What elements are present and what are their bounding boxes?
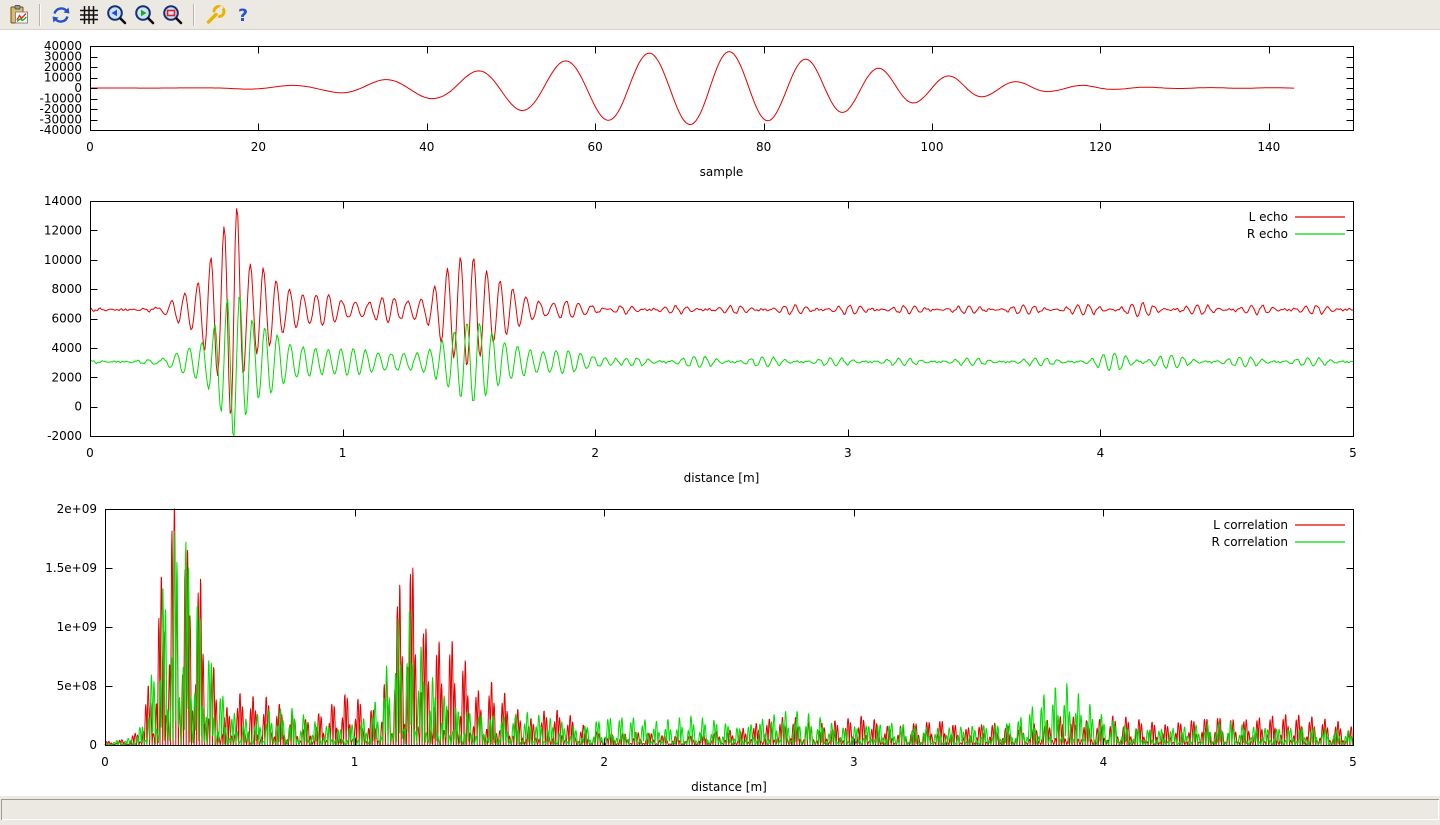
toolbar-separator	[193, 3, 195, 26]
series-pulse	[90, 51, 1295, 126]
x-axis-label: distance [m]	[684, 471, 760, 485]
x-tick-label: 0	[86, 446, 94, 460]
x-tick-label: 1	[351, 755, 359, 769]
autoscale-icon	[163, 4, 183, 24]
x-axis-label: distance [m]	[691, 780, 767, 794]
help-button[interactable]: ?	[229, 2, 257, 28]
replot-button[interactable]	[47, 2, 75, 28]
grid-icon	[80, 5, 98, 24]
x-tick-label: 3	[844, 446, 852, 460]
y-tick-label: 5e+08	[57, 679, 97, 693]
y-tick-label: 6000	[51, 312, 82, 326]
y-tick-label: -20000	[39, 102, 82, 116]
y-tick-label: 1e+09	[57, 620, 97, 634]
copy-to-clipboard-button[interactable]	[5, 2, 33, 28]
zoom-previous-button[interactable]	[103, 2, 131, 28]
replot-icon	[52, 6, 70, 23]
x-tick-label: 60	[588, 140, 603, 154]
y-tick-label: 2e+09	[57, 502, 97, 516]
help-icon: ?	[238, 6, 248, 26]
series-r-echo	[89, 296, 1354, 437]
y-tick-label: 8000	[51, 282, 82, 296]
zoom-next-icon	[135, 4, 155, 24]
y-tick-label: 4000	[51, 341, 82, 355]
autoscale-button[interactable]	[159, 2, 187, 28]
y-tick-label: 30000	[44, 50, 82, 64]
x-axis-label: sample	[700, 165, 744, 179]
toolbar-separator	[39, 3, 41, 26]
chart-svg: 2e+09 1.5e+09 1e+09 5e+08 00 1 2 3 4 5 distance [m…	[45, 502, 1357, 794]
x-tick-label: 2	[591, 446, 599, 460]
series-r-correlation	[104, 530, 1354, 746]
x-tick-label: 4	[1100, 755, 1108, 769]
copy-to-clipboard-icon	[10, 4, 28, 23]
chart-svg: 400003000020000100000-10000-20000-30000-…	[39, 39, 1354, 179]
y-tick-label: 1.5e+09	[45, 561, 97, 575]
series-l-echo	[89, 208, 1353, 414]
x-tick-label: 20	[251, 140, 266, 154]
y-tick-label: -10000	[39, 92, 82, 106]
legend-label: R echo	[1247, 227, 1288, 241]
y-tick-label: 10000	[44, 253, 82, 267]
y-tick-label: 0	[74, 400, 82, 414]
x-tick-label: 0	[101, 755, 109, 769]
x-tick-label: 4	[1097, 446, 1105, 460]
y-tick-label: -2000	[47, 429, 82, 443]
x-tick-label: 140	[1257, 140, 1280, 154]
x-tick-label: 3	[850, 755, 858, 769]
legend-label: L echo	[1249, 210, 1288, 224]
x-tick-label: 80	[756, 140, 771, 154]
y-tick-label: 14000	[44, 194, 82, 208]
legend-label: L correlation	[1213, 518, 1288, 532]
y-tick-label: 0	[89, 738, 97, 752]
legend-label: R correlation	[1211, 535, 1288, 549]
y-tick-label: 12000	[44, 223, 82, 237]
y-tick-label: 20000	[44, 60, 82, 74]
plot-canvas: 40000 30000 20000 10000 0 -10000 -20000 -30000-…	[0, 30, 1440, 796]
settings-wrench-icon	[206, 4, 226, 24]
chart-svg: 14000 12000 10000 8000 6000 4000 2000 0 -2000 0 1 2…	[44, 194, 1357, 485]
x-tick-label: 5	[1349, 755, 1357, 769]
x-tick-label: 0	[86, 140, 94, 154]
svg-text:?: ?	[238, 6, 248, 26]
y-tick-label: -40000	[39, 123, 82, 137]
zoom-previous-icon	[107, 4, 127, 24]
x-tick-label: 2	[600, 755, 608, 769]
y-tick-label: 10000	[44, 71, 82, 85]
y-tick-label: -30000	[39, 113, 82, 127]
settings-button[interactable]	[201, 2, 229, 28]
x-tick-label: 40	[419, 140, 434, 154]
y-tick-label: 40000	[44, 39, 82, 53]
status-bar-text	[1, 799, 1439, 820]
toolbar: ?	[0, 0, 1440, 30]
zoom-next-button[interactable]	[131, 2, 159, 28]
y-tick-label: 0	[74, 81, 82, 95]
status-bar	[0, 796, 1440, 824]
y-tick-label: 2000	[51, 370, 82, 384]
grid-toggle-button[interactable]	[75, 2, 103, 28]
x-tick-label: 120	[1089, 140, 1112, 154]
x-tick-label: 1	[339, 446, 347, 460]
x-tick-label: 5	[1349, 446, 1357, 460]
x-tick-label: 100	[921, 140, 944, 154]
